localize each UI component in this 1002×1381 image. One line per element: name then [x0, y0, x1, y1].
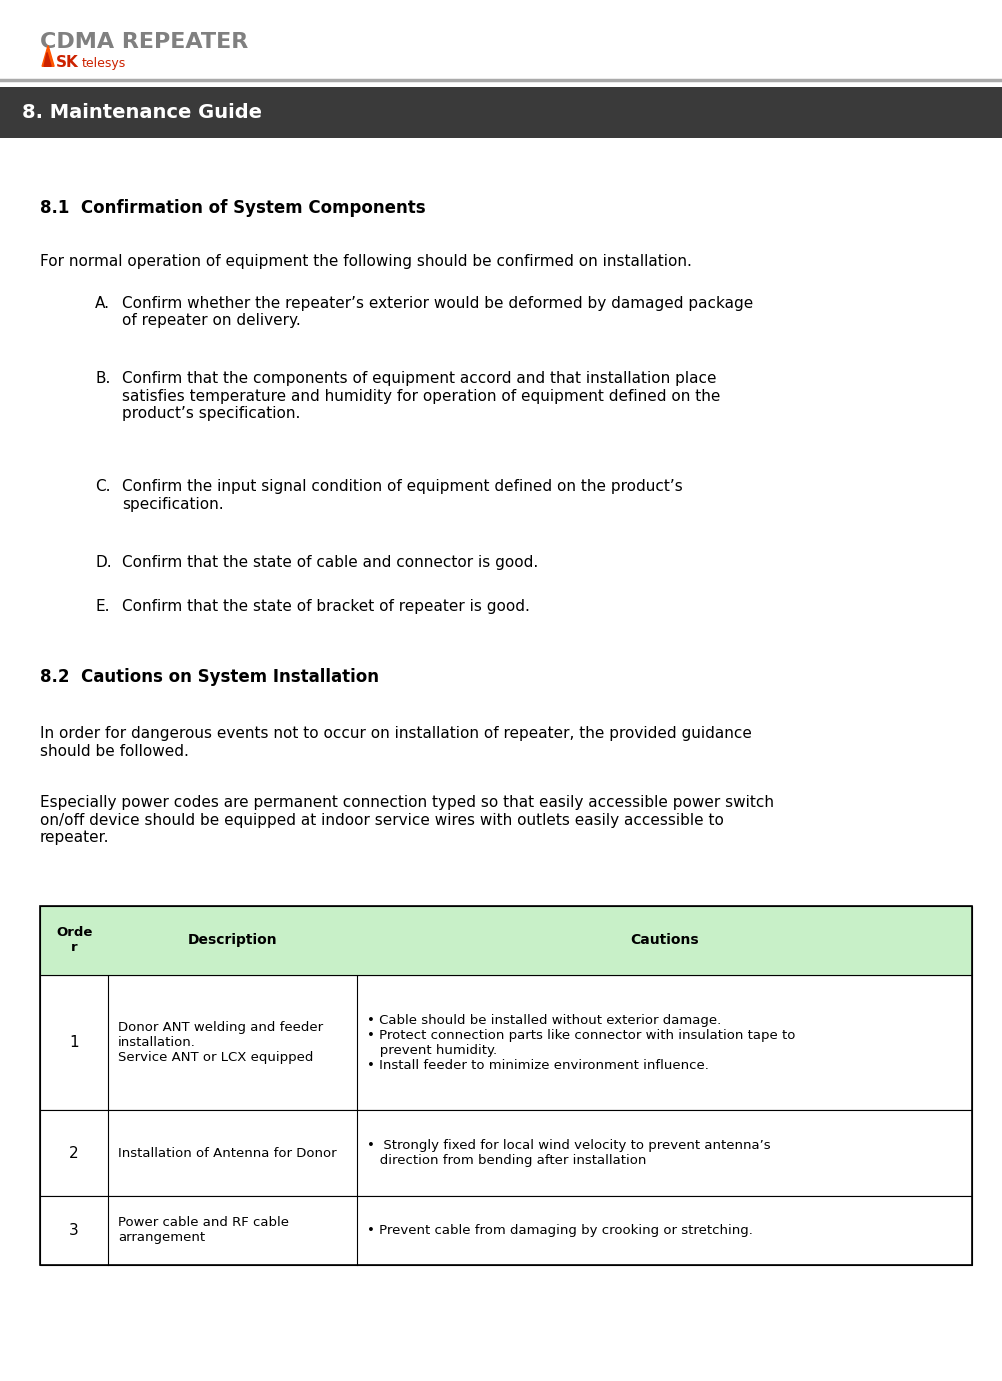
FancyBboxPatch shape — [40, 1110, 972, 1196]
Text: Confirm that the components of equipment accord and that installation place
sati: Confirm that the components of equipment… — [122, 371, 720, 421]
Text: Orde
r: Orde r — [56, 927, 92, 954]
Text: 2: 2 — [69, 1146, 79, 1160]
Text: Confirm that the state of cable and connector is good.: Confirm that the state of cable and conn… — [122, 555, 538, 570]
Text: D.: D. — [95, 555, 112, 570]
Polygon shape — [42, 46, 54, 66]
Text: Power cable and RF cable
arrangement: Power cable and RF cable arrangement — [118, 1217, 290, 1244]
Text: 1: 1 — [69, 1036, 79, 1050]
Text: 8. Maintenance Guide: 8. Maintenance Guide — [22, 104, 263, 122]
FancyBboxPatch shape — [40, 1196, 972, 1265]
Text: Confirm that the state of bracket of repeater is good.: Confirm that the state of bracket of rep… — [122, 599, 530, 615]
Text: • Prevent cable from damaging by crooking or stretching.: • Prevent cable from damaging by crookin… — [367, 1224, 753, 1237]
FancyBboxPatch shape — [40, 975, 972, 1110]
Text: E.: E. — [95, 599, 109, 615]
Text: Cautions: Cautions — [630, 934, 698, 947]
Text: telesys: telesys — [82, 57, 126, 69]
Text: B.: B. — [95, 371, 110, 387]
Text: SK: SK — [56, 55, 79, 70]
Text: Description: Description — [187, 934, 278, 947]
Text: 3: 3 — [69, 1224, 79, 1237]
Text: A.: A. — [95, 296, 110, 311]
Text: Donor ANT welding and feeder
installation.
Service ANT or LCX equipped: Donor ANT welding and feeder installatio… — [118, 1021, 324, 1065]
Text: CDMA REPEATER: CDMA REPEATER — [40, 32, 248, 51]
Text: 8.2  Cautions on System Installation: 8.2 Cautions on System Installation — [40, 668, 379, 686]
Text: In order for dangerous events not to occur on installation of repeater, the prov: In order for dangerous events not to occ… — [40, 726, 752, 758]
Text: • Cable should be installed without exterior damage.
• Protect connection parts : • Cable should be installed without exte… — [367, 1014, 796, 1072]
Text: Confirm the input signal condition of equipment defined on the product’s
specifi: Confirm the input signal condition of eq… — [122, 479, 683, 511]
FancyBboxPatch shape — [0, 87, 1002, 138]
Text: •  Strongly fixed for local wind velocity to prevent antenna’s
   direction from: • Strongly fixed for local wind velocity… — [367, 1139, 771, 1167]
Text: Especially power codes are permanent connection typed so that easily accessible : Especially power codes are permanent con… — [40, 795, 775, 845]
Text: Installation of Antenna for Donor: Installation of Antenna for Donor — [118, 1146, 337, 1160]
Text: Confirm whether the repeater’s exterior would be deformed by damaged package
of : Confirm whether the repeater’s exterior … — [122, 296, 754, 327]
FancyBboxPatch shape — [40, 906, 972, 975]
Polygon shape — [44, 52, 51, 66]
Text: For normal operation of equipment the following should be confirmed on installat: For normal operation of equipment the fo… — [40, 254, 692, 269]
Text: 8.1  Confirmation of System Components: 8.1 Confirmation of System Components — [40, 199, 426, 217]
Text: C.: C. — [95, 479, 110, 494]
